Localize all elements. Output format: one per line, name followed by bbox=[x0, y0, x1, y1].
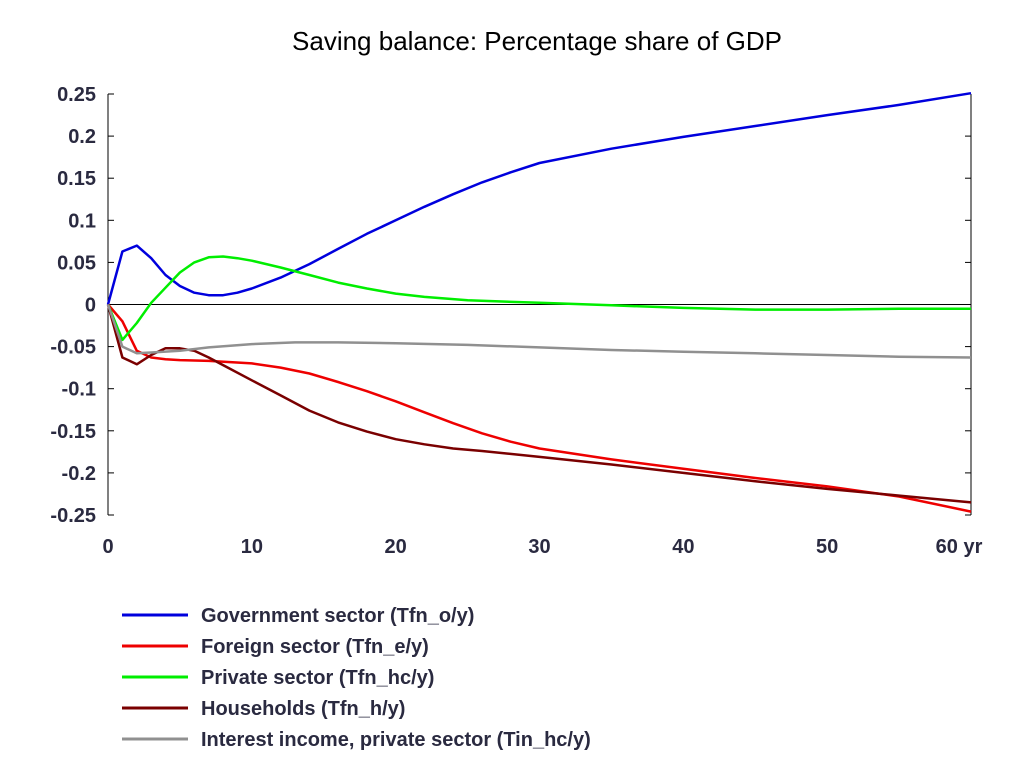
legend-label: Government sector (Tfn_o/y) bbox=[201, 605, 474, 627]
series-line-2 bbox=[107, 303, 972, 513]
legend-item: Interest income, private sector (Tin_hc/… bbox=[122, 729, 591, 751]
x-axis-ticks: 0 10 20 30 40 50 60 yr bbox=[102, 536, 982, 558]
x-tick-label: 30 bbox=[528, 536, 550, 558]
legend-item: Government sector (Tfn_o/y) bbox=[122, 605, 474, 627]
y-axis-ticks: 0.25 0.2 0.15 0.1 0.05 0 -0.05 -0.1 -0.15 -0.2 -0.… bbox=[50, 84, 971, 527]
y-tick-label: -0.1 bbox=[62, 379, 96, 401]
x-tick-label: 50 bbox=[816, 536, 838, 558]
series-line-3 bbox=[106, 255, 971, 342]
y-tick-label: 0.1 bbox=[68, 210, 96, 232]
x-tick-label: 20 bbox=[385, 536, 407, 558]
legend-item: Households (Tfn_h/y) bbox=[122, 698, 405, 720]
y-tick-label: 0 bbox=[85, 295, 96, 317]
x-tick-label: 40 bbox=[672, 536, 694, 558]
y-tick-label: 0.05 bbox=[57, 252, 96, 274]
x-tick-label: 60 yr bbox=[936, 536, 983, 558]
series-line-1 bbox=[106, 91, 972, 305]
series-lines bbox=[106, 91, 972, 513]
legend-label: Private sector (Tfn_hc/y) bbox=[201, 667, 434, 689]
y-tick-label: 0.25 bbox=[57, 84, 96, 106]
legend-label: Foreign sector (Tfn_e/y) bbox=[201, 636, 429, 658]
chart-legend: Government sector (Tfn_o/y) Foreign secto… bbox=[122, 605, 591, 751]
y-tick-label: -0.15 bbox=[50, 421, 96, 443]
chart-axes bbox=[107, 94, 972, 515]
x-tick-label: 0 bbox=[102, 536, 113, 558]
x-tick-label: 10 bbox=[241, 536, 263, 558]
chart-title: Saving balance: Percentage share of GDP bbox=[292, 26, 782, 56]
y-tick-label: -0.05 bbox=[50, 337, 96, 359]
legend-item: Private sector (Tfn_hc/y) bbox=[122, 667, 434, 689]
y-tick-label: -0.25 bbox=[50, 505, 96, 527]
series-line-4 bbox=[106, 304, 972, 504]
legend-label: Households (Tfn_h/y) bbox=[201, 698, 405, 720]
legend-item: Foreign sector (Tfn_e/y) bbox=[122, 636, 429, 658]
series-line-5 bbox=[106, 304, 972, 359]
y-tick-label: 0.15 bbox=[57, 168, 96, 190]
legend-label: Interest income, private sector (Tin_hc/… bbox=[201, 729, 591, 751]
y-tick-label: -0.2 bbox=[62, 463, 96, 485]
y-tick-label: 0.2 bbox=[68, 126, 96, 148]
